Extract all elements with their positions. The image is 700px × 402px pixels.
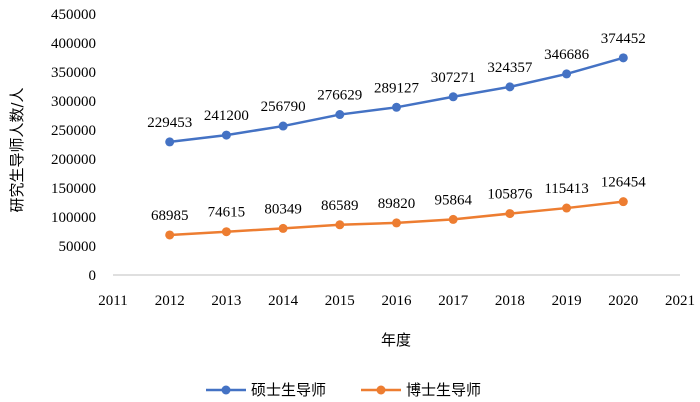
x-tick-label: 2021 [665, 293, 695, 309]
x-tick-label: 2013 [211, 293, 241, 309]
x-tick-label: 2016 [382, 293, 413, 309]
data-label: 126454 [601, 175, 647, 191]
data-label: 346686 [544, 47, 590, 63]
data-point[interactable] [562, 203, 572, 213]
y-tick-label: 400000 [51, 36, 96, 52]
data-label: 276629 [317, 88, 362, 104]
data-label: 105876 [487, 187, 533, 203]
y-tick-label: 300000 [51, 94, 96, 110]
data-point[interactable] [335, 220, 345, 230]
data-point[interactable] [165, 137, 175, 147]
data-label: 89820 [378, 196, 416, 212]
data-point[interactable] [505, 82, 515, 92]
data-point[interactable] [278, 223, 288, 233]
series-line-1 [169, 56, 624, 144]
y-tick-label: 50000 [59, 239, 97, 255]
legend-item-series-1[interactable]: 硕士生导师 [206, 381, 326, 399]
legend-swatch-marker-series-2 [376, 385, 386, 395]
data-point[interactable] [505, 209, 515, 219]
legend-label-series-2: 博士生导师 [406, 381, 481, 399]
data-point[interactable] [392, 102, 401, 112]
x-tick-label: 2018 [495, 293, 525, 309]
data-point[interactable] [335, 110, 345, 120]
data-label: 115413 [544, 181, 588, 197]
data-label: 229453 [147, 115, 192, 131]
data-label: 74615 [208, 205, 246, 221]
x-tick-label: 2017 [438, 293, 469, 309]
x-axis-title: 年度 [381, 331, 411, 349]
x-tick-label: 2011 [98, 293, 127, 309]
data-point[interactable] [221, 227, 231, 237]
y-tick-label: 250000 [51, 123, 96, 139]
data-label: 68985 [151, 208, 189, 224]
x-tick-label: 2015 [325, 293, 355, 309]
y-tick-label: 150000 [51, 181, 96, 197]
y-tick-label: 450000 [51, 7, 96, 23]
data-label: 80349 [264, 201, 302, 217]
x-tick-label: 2014 [268, 293, 299, 309]
x-tick-label: 2019 [552, 293, 582, 309]
y-tick-label: 350000 [51, 65, 96, 81]
data-point[interactable] [278, 121, 288, 131]
data-point[interactable] [448, 214, 458, 224]
data-label: 374452 [601, 31, 646, 47]
data-point[interactable] [618, 197, 628, 207]
x-tick-label: 2020 [608, 293, 638, 309]
data-point[interactable] [165, 230, 175, 240]
series-2: 68985 74615 80349 86589 89820 95864 105876 1154… [151, 175, 646, 240]
data-label: 307271 [431, 70, 476, 86]
data-label: 324357 [487, 60, 533, 76]
y-axis-title: 研究生导师人数/人 [8, 87, 26, 212]
x-axis-ticks: 2011 2012 2013 2014 2015 2016 2017 2018 2019 2020… [98, 293, 695, 309]
data-label: 256790 [261, 99, 306, 115]
series-layer: 229453 241200 256790 276629 289127 307271 3243… [147, 31, 646, 240]
data-point[interactable] [618, 53, 628, 63]
data-point[interactable] [562, 69, 572, 79]
y-tick-label: 200000 [51, 152, 96, 168]
legend-item-series-2[interactable]: 博士生导师 [361, 381, 481, 399]
y-tick-label: 100000 [51, 210, 96, 226]
series-1: 229453 241200 256790 276629 289127 307271 3243… [147, 31, 646, 147]
data-label: 241200 [204, 108, 249, 124]
legend-label-series-1: 硕士生导师 [251, 381, 326, 399]
data-label: 289127 [374, 80, 420, 96]
y-axis-ticks: 0 50000 100000 150000 200000 250000 300000 3500… [51, 7, 96, 284]
x-tick-label: 2012 [155, 293, 185, 309]
data-point[interactable] [448, 92, 458, 102]
data-label: 95864 [434, 192, 472, 208]
legend-swatch-marker-series-1 [221, 385, 231, 395]
y-tick-label: 0 [89, 268, 97, 284]
data-point[interactable] [221, 130, 231, 140]
data-label: 86589 [321, 198, 359, 214]
legend: 硕士生导师 博士生导师 [206, 381, 481, 399]
data-point[interactable] [392, 218, 401, 228]
